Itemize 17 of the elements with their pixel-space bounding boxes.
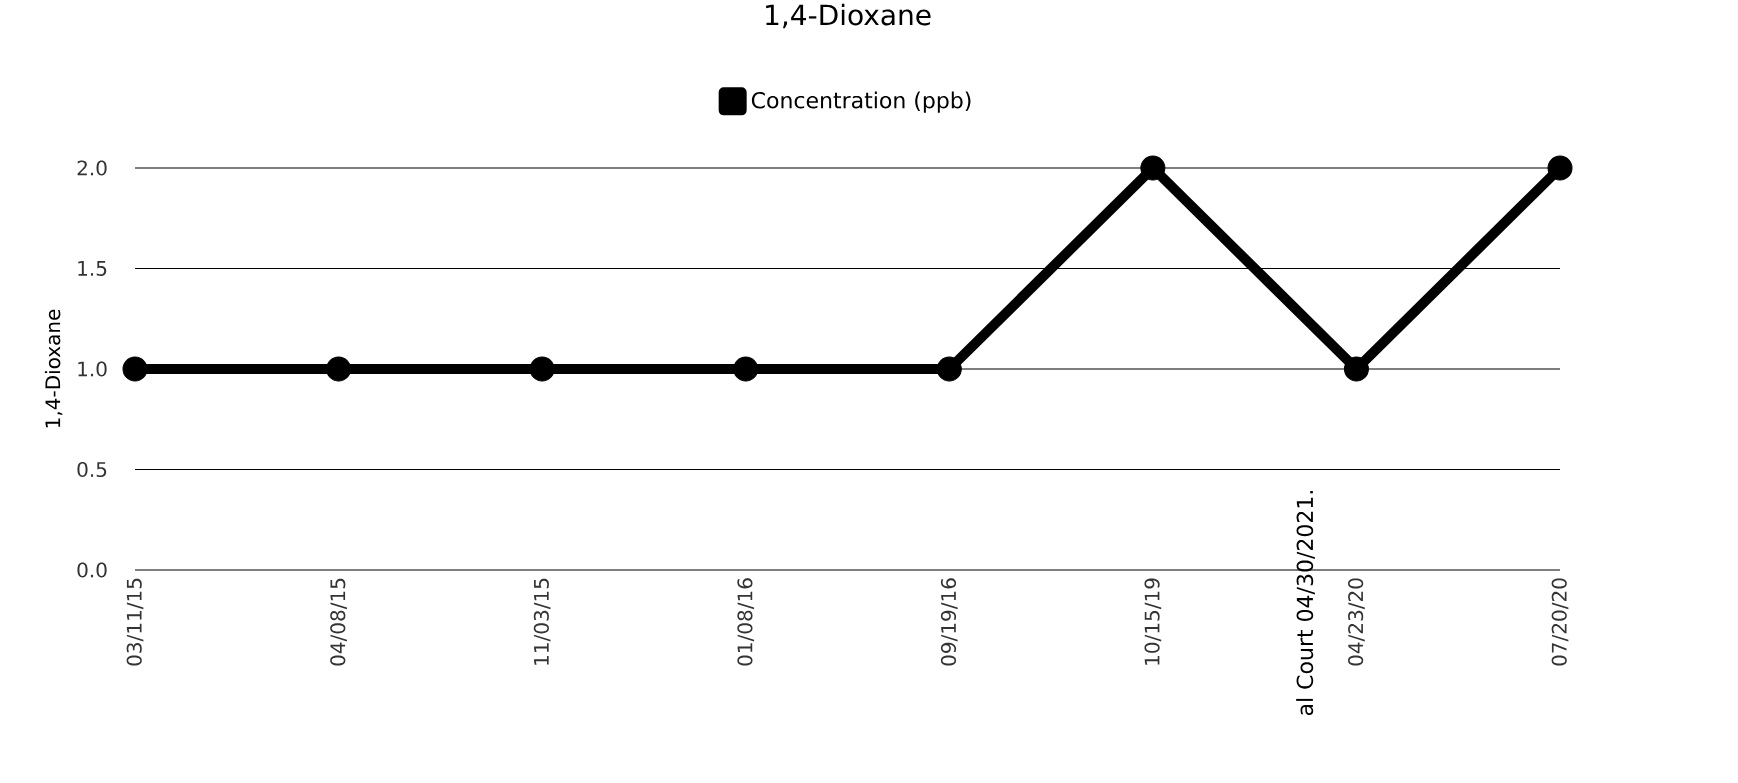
x-tick-label: 11/03/15 [533, 578, 551, 665]
legend-label: Concentration (ppb) [751, 91, 971, 113]
x-tick-label: 10/15/19 [1144, 578, 1162, 665]
x-tick-label: 01/08/16 [737, 578, 755, 666]
y-tick-label: 1.5 [78, 261, 107, 276]
y-axis-title: 1,4-Dioxane [44, 309, 63, 428]
x-tick-label: 07/20/20 [1551, 578, 1569, 666]
annotation: al Court 04/30/2021. [1296, 491, 1315, 716]
y-tick-label: 1.0 [78, 361, 107, 377]
y-tick-label: 0.5 [77, 461, 107, 478]
x-tick-label: 09/19/16 [940, 578, 958, 666]
x-tick-label: 04/23/20 [1348, 578, 1365, 666]
chart-title: 1,4-Dioxane [766, 3, 931, 29]
y-tick-label: 2.0 [77, 160, 107, 176]
x-tick-label: 03/11/15 [126, 578, 144, 666]
x-tick-label: 04/08/15 [330, 578, 347, 666]
y-tick-label: 0.0 [77, 562, 107, 578]
